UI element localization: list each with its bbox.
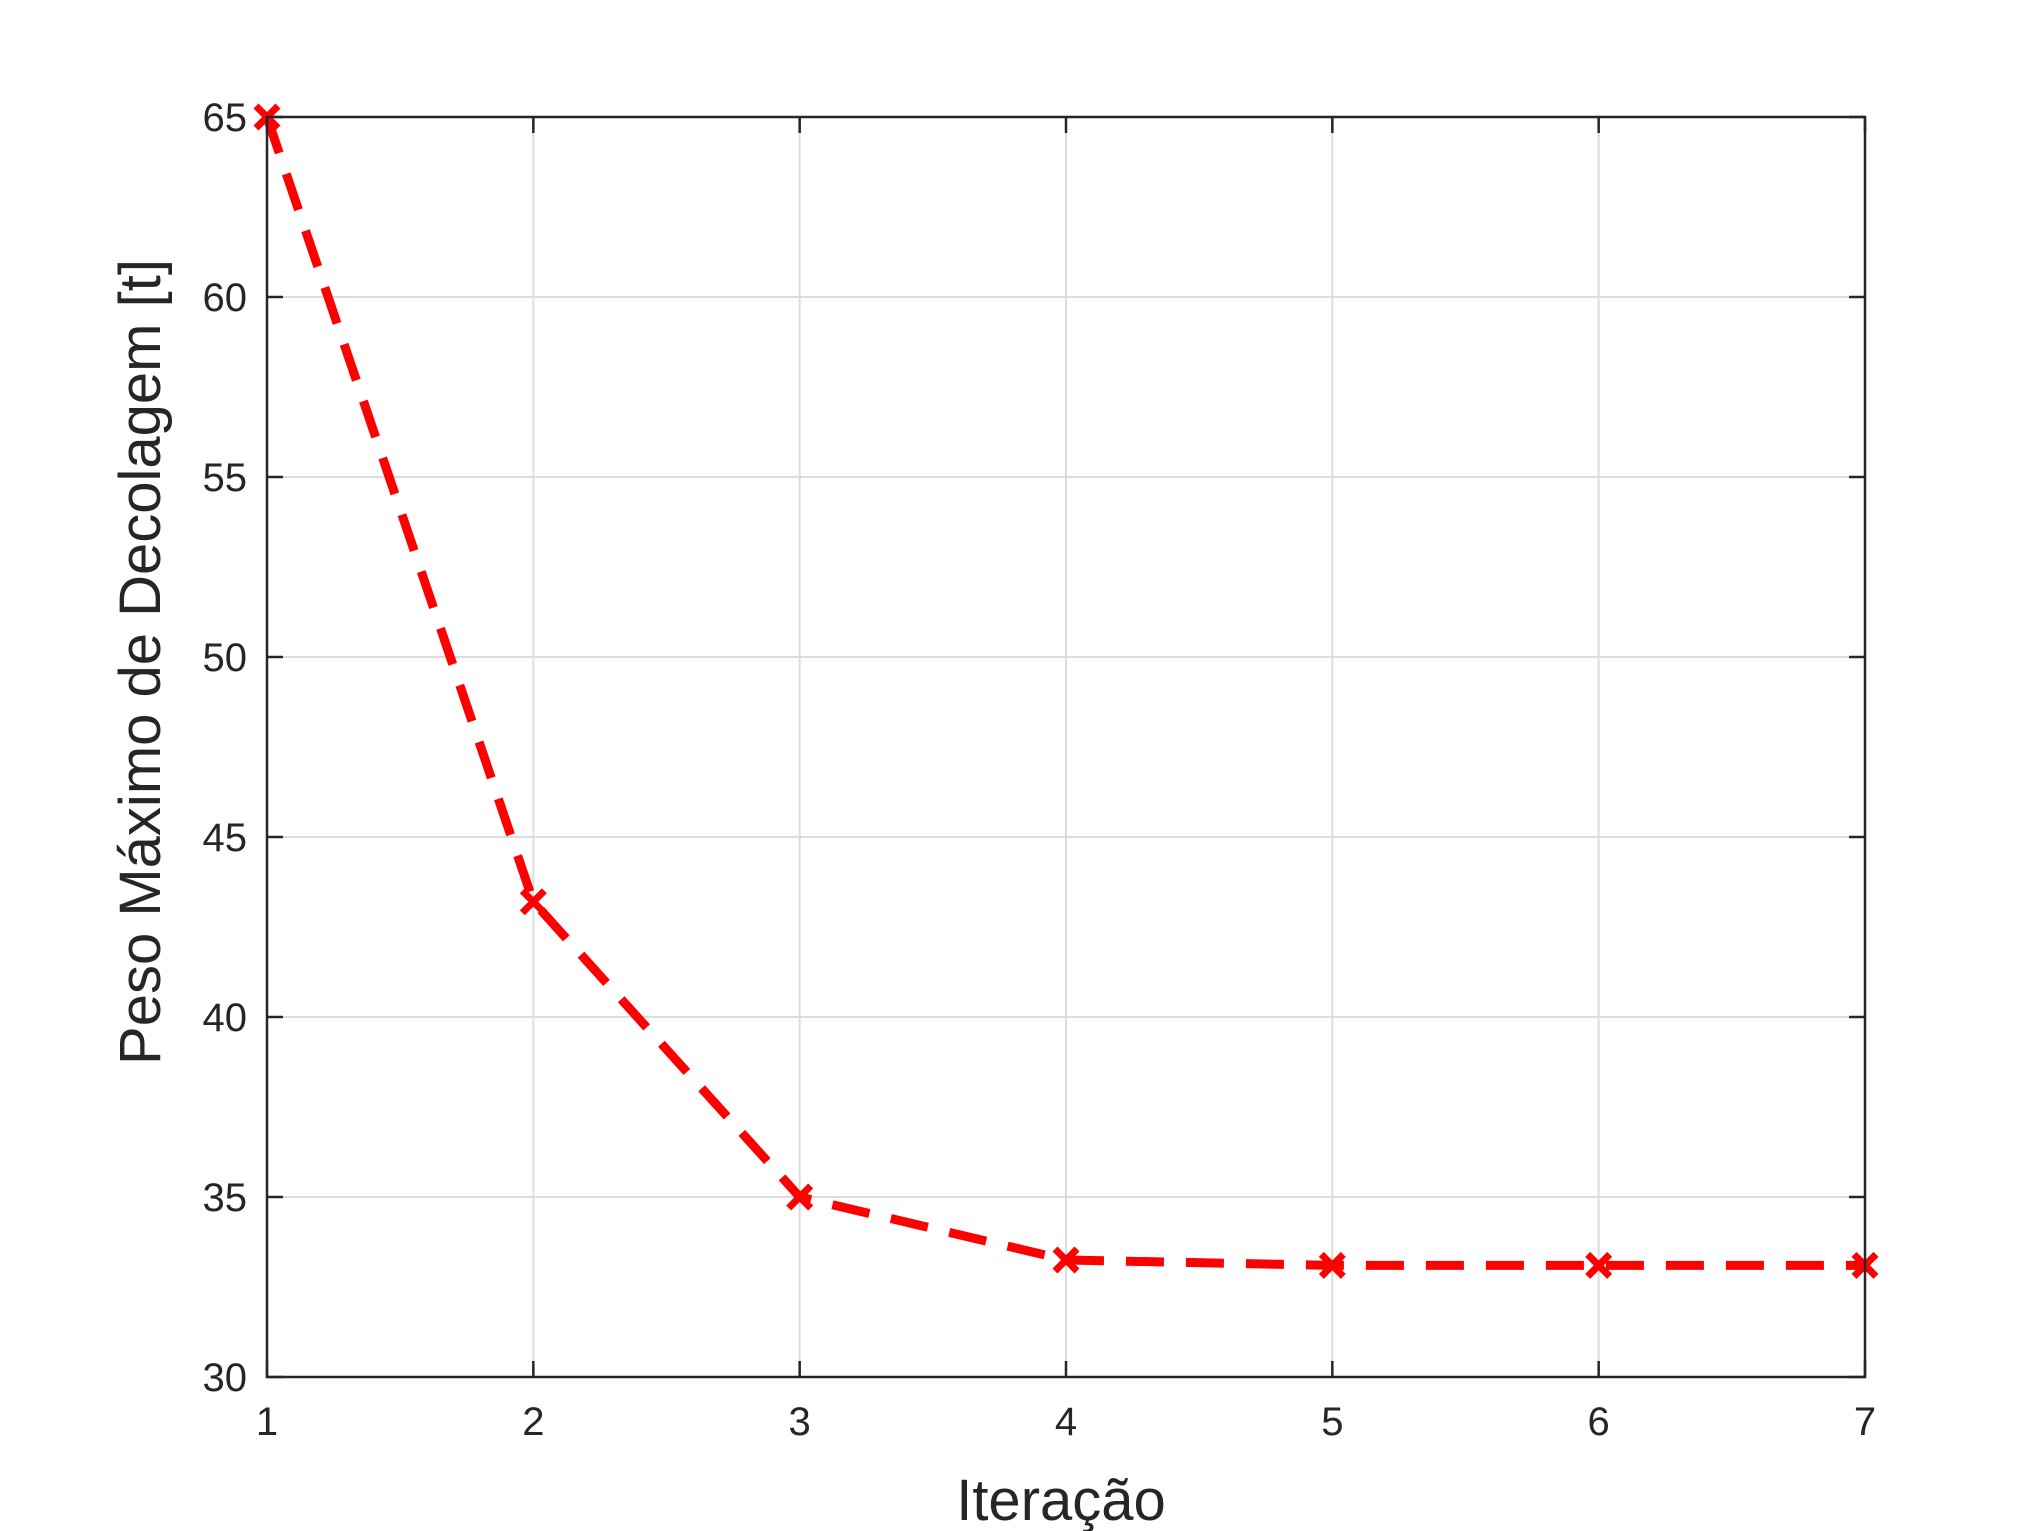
marker-stroke: [519, 888, 547, 916]
grid: [266, 116, 1866, 1378]
data-point-marker: [1052, 1246, 1080, 1274]
y-tick-label: 45: [203, 816, 248, 860]
y-tick-label: 30: [203, 1356, 248, 1400]
marker-stroke: [1318, 1251, 1346, 1279]
x-tick-label: 1: [256, 1400, 278, 1444]
x-tick-label: 6: [1588, 1400, 1610, 1444]
plot-frame: [265, 115, 1867, 1379]
x-axis-title: Iteração: [956, 1468, 1166, 1531]
marker-stroke: [786, 1183, 814, 1211]
data-point-marker: [1585, 1251, 1613, 1279]
y-tick-label: 50: [203, 636, 248, 680]
y-tick-label: 65: [203, 96, 248, 140]
y-axis-title: Peso Máximo de Decolagem [t]: [108, 259, 173, 1065]
data-point-marker: [519, 888, 547, 916]
marker-stroke: [1585, 1251, 1613, 1279]
marker-stroke: [1052, 1246, 1080, 1274]
x-tick-label: 3: [789, 1400, 811, 1444]
y-tick-label: 55: [203, 456, 248, 500]
x-tick-label: 7: [1854, 1400, 1876, 1444]
y-tick-label: 40: [203, 996, 248, 1040]
x-tick-label: 2: [522, 1400, 544, 1444]
data-point-marker: [786, 1183, 814, 1211]
x-tick-label: 4: [1055, 1400, 1077, 1444]
x-tick-label: 5: [1321, 1400, 1343, 1444]
y-tick-label: 35: [203, 1176, 248, 1220]
y-tick-label: 60: [203, 276, 248, 320]
data-point-marker: [1318, 1251, 1346, 1279]
